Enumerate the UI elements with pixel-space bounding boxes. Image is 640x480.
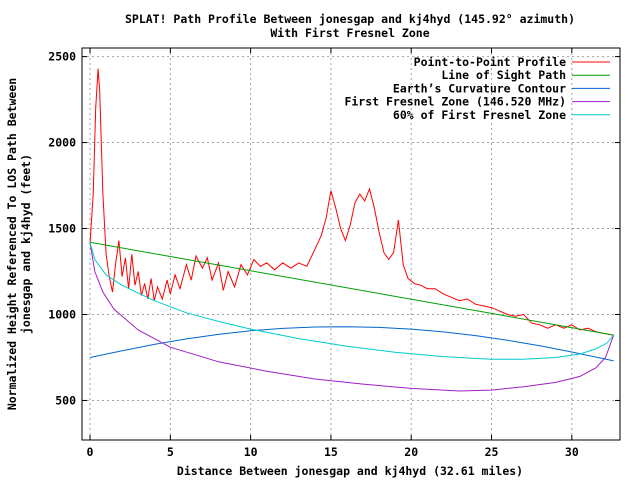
series-line-first-fresnel-zone-146-520-mhz bbox=[89, 242, 615, 392]
series-line-line-of-sight-path bbox=[89, 241, 614, 336]
legend-label: 60% of First Fresnel Zone bbox=[393, 108, 566, 122]
chart-title: SPLAT! Path Profile Between jonesgap and… bbox=[125, 12, 575, 26]
x-tick-label: 15 bbox=[324, 445, 338, 459]
legend-label: Earth’s Curvature Contour bbox=[393, 81, 566, 95]
x-tick-label: 20 bbox=[404, 445, 418, 459]
x-tick-label: 25 bbox=[485, 445, 499, 459]
y-axis-label-line1: Normalized Height Referenced To LOS Path… bbox=[5, 78, 19, 410]
grid bbox=[82, 48, 620, 440]
y-tick-label: 1500 bbox=[48, 222, 76, 236]
legend-label: Point-to-Point Profile bbox=[414, 55, 566, 69]
x-tick-label: 5 bbox=[167, 445, 174, 459]
x-tick-label: 0 bbox=[87, 445, 94, 459]
x-tick-label: 10 bbox=[244, 445, 258, 459]
chart-subtitle: With First Fresnel Zone bbox=[270, 26, 429, 40]
x-tick-label: 30 bbox=[565, 445, 579, 459]
plot-border bbox=[81, 47, 621, 441]
series-group bbox=[89, 68, 615, 392]
x-axis-label: Distance Between jonesgap and kj4hyd (32… bbox=[177, 464, 523, 478]
series-line-point-to-point-profile bbox=[89, 68, 614, 336]
y-tick-label: 1000 bbox=[48, 307, 76, 321]
x-ticks: 0 5 10 15 20 25 30 bbox=[87, 48, 579, 459]
y-tick-label: 2000 bbox=[48, 136, 76, 150]
series-line-60-of-first-fresnel-zone bbox=[89, 242, 615, 360]
legend-label: Line of Sight Path bbox=[441, 68, 566, 82]
y-tick-label: 500 bbox=[55, 393, 76, 407]
y-tick-label: 2500 bbox=[48, 50, 76, 64]
series-line-earth-s-curvature-contour bbox=[89, 326, 614, 362]
y-ticks: 500 1000 1500 2000 2500 bbox=[48, 50, 620, 407]
legend-label: First Fresnel Zone (146.520 MHz) bbox=[344, 95, 566, 109]
y-axis-label-line2: jonesgap and kj4hyd (feet) bbox=[19, 154, 33, 334]
